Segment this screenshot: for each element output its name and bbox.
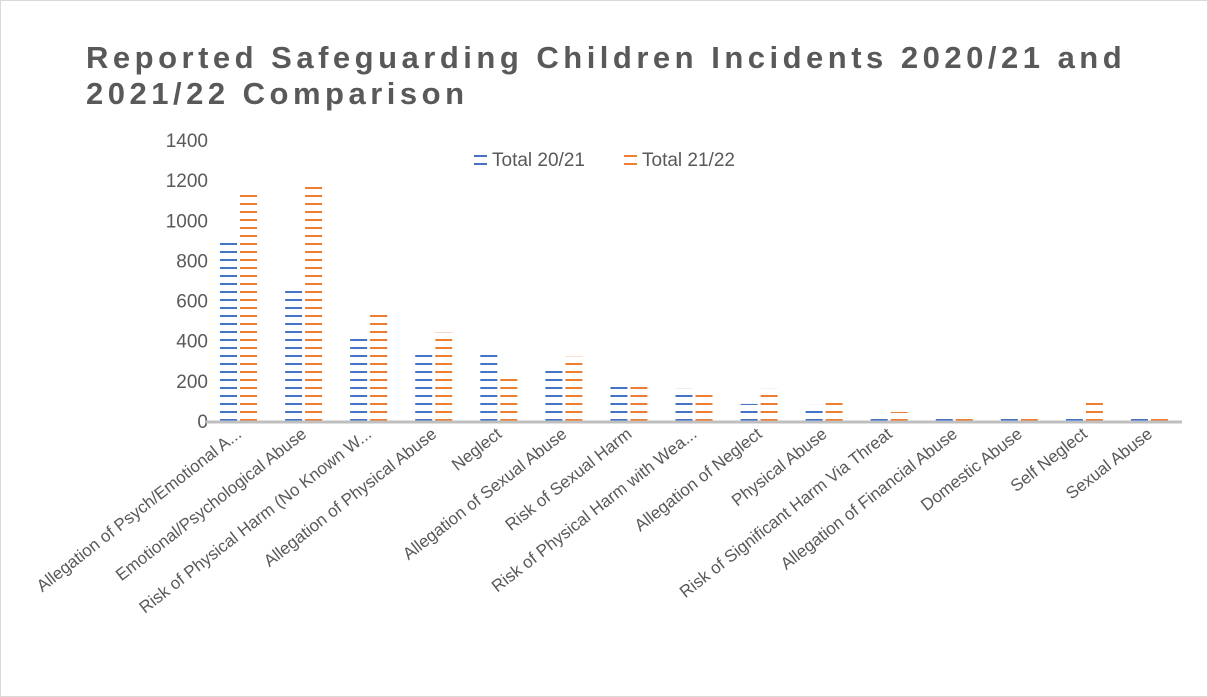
y-tick-label: 400	[176, 332, 208, 353]
bar-total-20-21	[285, 290, 303, 421]
bar-total-21-22	[1085, 398, 1103, 421]
bar-total-21-22	[305, 183, 323, 421]
bar-total-20-21	[935, 413, 953, 421]
y-tick-label: 200	[176, 372, 208, 393]
bar-total-20-21	[1130, 418, 1148, 421]
bar-total-21-22	[955, 416, 973, 421]
bar-total-20-21	[350, 335, 368, 421]
bar-total-21-22	[630, 381, 648, 421]
y-tick-label: 1400	[166, 131, 208, 152]
legend-label: Total 20/21	[492, 150, 585, 171]
chart-title: Reported Safeguarding Children Incidents…	[86, 40, 1127, 111]
bar-total-20-21	[1000, 413, 1018, 421]
y-axis: 0 200 400 600 800 1000 1200 1400	[166, 131, 208, 433]
legend: Total 20/21 Total 21/22	[474, 150, 735, 171]
bar-total-21-22	[565, 356, 583, 421]
legend-swatch	[624, 153, 637, 166]
bar-total-21-22	[1020, 414, 1038, 421]
bar-total-20-21	[415, 350, 433, 421]
bar-total-20-21	[545, 367, 563, 421]
bar-total-21-22	[1150, 415, 1168, 421]
bar-total-21-22	[240, 191, 258, 421]
bar-total-20-21	[675, 388, 693, 421]
y-tick-label: 600	[176, 292, 208, 313]
bar-total-21-22	[500, 378, 518, 421]
bar-total-20-21	[480, 350, 498, 421]
bar-total-21-22	[435, 332, 453, 421]
bars	[220, 183, 1168, 421]
legend-swatch	[474, 153, 487, 166]
bar-total-21-22	[370, 309, 388, 421]
x-axis: Allegation of Psych/Emotional A...Emotio…	[33, 420, 1182, 617]
bar-total-21-22	[695, 390, 713, 421]
y-tick-label: 1200	[166, 171, 208, 192]
bar-total-21-22	[760, 388, 778, 421]
bar-total-21-22	[890, 411, 908, 421]
bar-total-20-21	[220, 240, 238, 421]
legend-label: Total 21/22	[642, 150, 735, 171]
bar-total-21-22	[825, 402, 843, 421]
x-tick-label: Risk of Physical Harm (No Known W...	[136, 424, 375, 617]
bar-total-20-21	[870, 412, 888, 421]
x-tick-label: Neglect	[448, 424, 505, 475]
y-tick-label: 800	[176, 251, 208, 272]
bar-total-20-21	[805, 404, 823, 421]
bar-total-20-21	[610, 385, 628, 421]
y-tick-label: 0	[197, 412, 208, 433]
y-tick-label: 1000	[166, 211, 208, 232]
bar-total-20-21	[1065, 415, 1083, 421]
bar-total-20-21	[740, 403, 758, 421]
